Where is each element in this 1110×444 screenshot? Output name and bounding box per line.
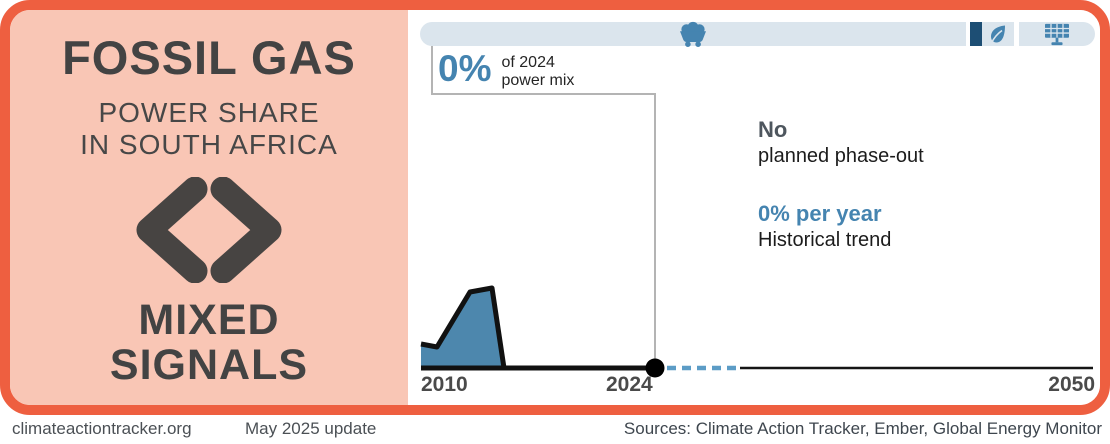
page-subtitle: POWER SHARE IN SOUTH AFRICA: [80, 97, 338, 161]
mix-segment-renewables: [982, 22, 1014, 46]
historical-area-outline: [420, 285, 507, 369]
marker-2024-dot: [645, 358, 665, 378]
left-panel: FOSSIL GAS POWER SHARE IN SOUTH AFRICA M…: [10, 10, 408, 405]
phaseout-annotation: No planned phase-out: [758, 116, 924, 169]
mix-segment-solar: [1019, 22, 1095, 46]
historical-area-fill: [421, 288, 504, 368]
subtitle-line-2: IN SOUTH AFRICA: [80, 128, 338, 160]
leaf-icon: [990, 25, 1005, 44]
trend-emphasis: 0% per year: [758, 201, 882, 226]
trend-annotation: 0% per year Historical trend: [758, 200, 891, 253]
footer: climateactiontracker.org May 2025 update…: [0, 415, 1110, 444]
infographic-card: FOSSIL GAS POWER SHARE IN SOUTH AFRICA M…: [0, 0, 1110, 415]
verdict-line-1: MIXED: [138, 295, 280, 344]
axis-tick-2050: 2050: [1048, 373, 1095, 396]
trend-text: Historical trend: [758, 228, 892, 251]
power-mix-value: 0%: [438, 48, 492, 89]
gas-share-chart: [420, 285, 1093, 378]
power-mix-bar: [420, 21, 1095, 47]
site-link[interactable]: climateactiontracker.org: [12, 419, 192, 438]
callout-connector-horizontal: [431, 93, 656, 95]
axis-tick-2024: 2024: [606, 373, 653, 396]
phaseout-emphasis: No: [758, 117, 788, 142]
update-date: May 2025 update: [245, 419, 377, 438]
mix-segment-coal: [420, 21, 966, 47]
mixed-signals-chevrons-icon: [129, 176, 289, 288]
coal-cart-icon: [680, 21, 706, 47]
sources-text: Sources: Climate Action Tracker, Ember, …: [623, 419, 1102, 438]
subtitle-line-1: POWER SHARE: [98, 97, 320, 128]
power-mix-label: of 2024 power mix: [501, 54, 574, 91]
solar-panel-icon: [1045, 23, 1069, 46]
phaseout-text: planned phase-out: [758, 144, 924, 167]
callout-connector-vertical-drop: [654, 93, 656, 360]
verdict-text: MIXED SIGNALS: [109, 295, 309, 389]
power-mix-callout: 0% of 2024 power mix: [438, 50, 574, 91]
page-title: FOSSIL GAS: [62, 31, 356, 84]
callout-connector-vertical-top: [431, 46, 433, 94]
chart-panel: 0% of 2024 power mix No planned phase-ou…: [408, 10, 1100, 405]
axis-tick-2010: 2010: [421, 373, 468, 396]
power-mix-label-line-2: power mix: [501, 72, 575, 90]
power-mix-label-line-1: of 2024: [501, 54, 555, 71]
mix-segment-fossil-gas: [970, 22, 982, 46]
verdict-line-2: SIGNALS: [109, 340, 309, 389]
